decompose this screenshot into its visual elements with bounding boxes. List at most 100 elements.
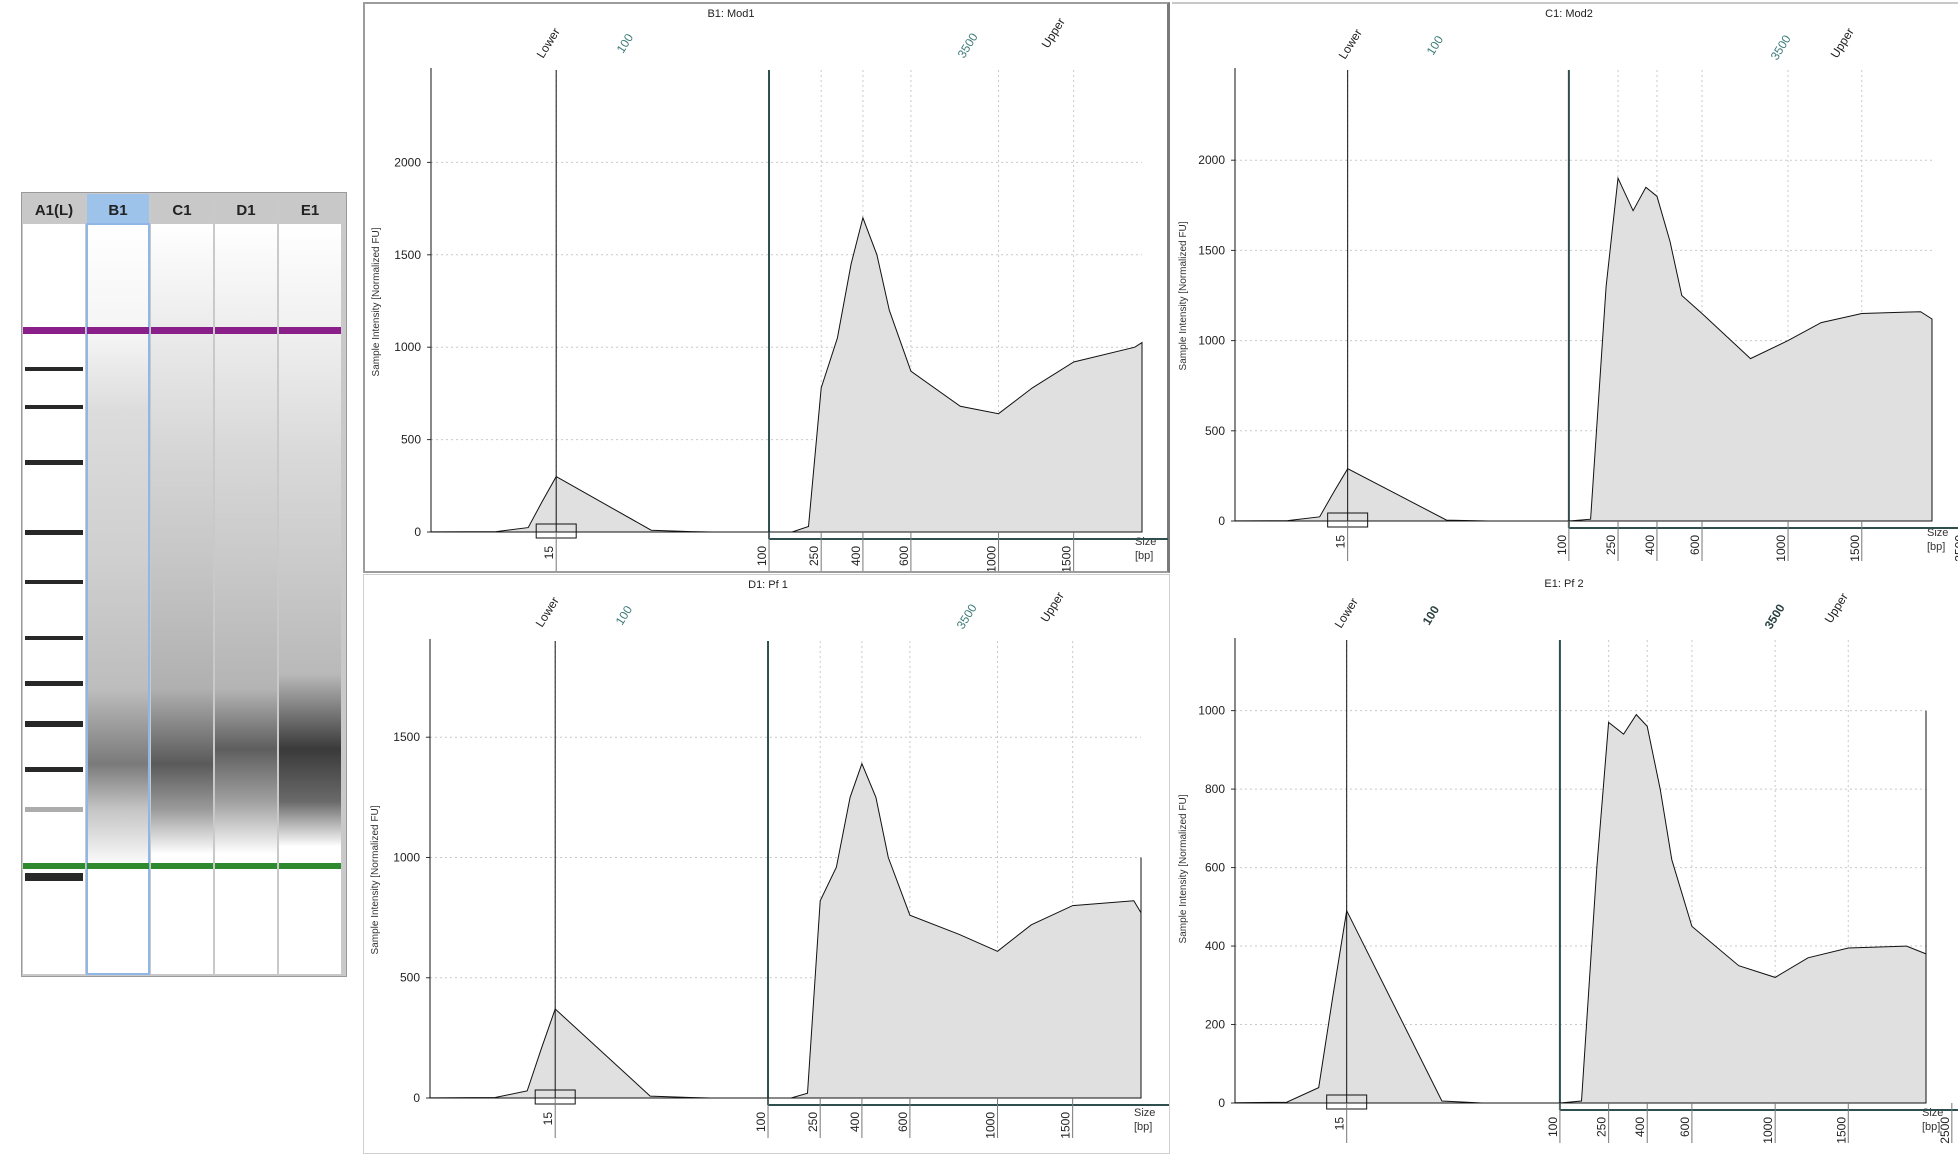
lower-marker-label: Lower bbox=[1336, 26, 1365, 61]
lane-label: E1 bbox=[301, 202, 319, 219]
upper-marker-band bbox=[23, 327, 85, 334]
ladder-band bbox=[25, 580, 83, 584]
upper-marker-label: Upper bbox=[1828, 25, 1857, 60]
y-tick-label: 500 bbox=[1205, 424, 1225, 438]
upper-marker-label: Upper bbox=[1822, 590, 1851, 625]
x-tick-label: 2500 bbox=[1167, 1112, 1169, 1139]
upper-marker-band bbox=[151, 327, 213, 334]
lane-header bbox=[87, 194, 149, 223]
y-tick-label: 0 bbox=[413, 1091, 420, 1105]
x-axis-label: Size bbox=[1135, 536, 1156, 548]
x-tick-label: 1500 bbox=[1060, 546, 1074, 571]
region-start-label: 100 bbox=[613, 603, 636, 628]
region-end-label: 3500 bbox=[954, 601, 980, 631]
y-tick-label: 0 bbox=[1218, 514, 1225, 528]
x-tick-label: 1500 bbox=[1834, 1117, 1848, 1144]
y-axis-label: Sample Intensity [Normalized FU] bbox=[1178, 794, 1189, 943]
gel-lanes: A1(L) B1 C1 D1 E1 bbox=[23, 194, 341, 975]
y-tick-label: 1000 bbox=[1198, 334, 1225, 348]
y-tick-label: 200 bbox=[1205, 1018, 1225, 1032]
chart-title: E1: Pf 2 bbox=[1544, 578, 1583, 590]
lane-header bbox=[151, 194, 213, 223]
upper-marker-label: Upper bbox=[1038, 589, 1067, 624]
ladder-band bbox=[25, 367, 83, 371]
y-tick-label: 1000 bbox=[1198, 704, 1225, 718]
lower-marker-band bbox=[215, 863, 277, 869]
y-tick-label: 1000 bbox=[393, 850, 420, 864]
intensity-area bbox=[429, 762, 1142, 1099]
y-tick-label: 1500 bbox=[394, 248, 421, 262]
intensity-area bbox=[1234, 176, 1933, 522]
y-tick-label: 400 bbox=[1205, 939, 1225, 953]
y-tick-label: 1000 bbox=[394, 340, 421, 354]
lane-label: B1 bbox=[108, 202, 127, 219]
lane-body bbox=[279, 224, 341, 974]
lane-body bbox=[23, 224, 85, 974]
x-tick-label: 600 bbox=[897, 546, 911, 566]
x-tick-label: 100 bbox=[755, 546, 769, 566]
y-axis-label: Sample Intensity [Normalized FU] bbox=[371, 227, 382, 376]
ladder-band bbox=[25, 681, 83, 686]
x-tick-label: 1000 bbox=[985, 546, 999, 571]
x-tick-label: 15 bbox=[542, 546, 556, 560]
electropherogram-b1[interactable]: B1: Mod1 Sample Intensity [Normalized FU… bbox=[363, 2, 1170, 573]
chart-title: B1: Mod1 bbox=[707, 8, 754, 20]
x-tick-label: 250 bbox=[807, 546, 821, 566]
y-tick-label: 500 bbox=[400, 971, 420, 985]
y-axis-label: Sample Intensity [Normalized FU] bbox=[370, 805, 381, 954]
x-tick-label: 600 bbox=[1688, 535, 1702, 555]
lower-marker-label: Lower bbox=[534, 25, 563, 60]
lane-label: D1 bbox=[236, 202, 255, 219]
chart-title: C1: Mod2 bbox=[1545, 8, 1593, 20]
y-tick-label: 2000 bbox=[1198, 153, 1225, 167]
chart-svg: E1: Pf 2 Sample Intensity [Normalized FU… bbox=[1178, 578, 1958, 1144]
lane-header bbox=[215, 194, 277, 223]
electropherogram-e1[interactable]: E1: Pf 2 Sample Intensity [Normalized FU… bbox=[1172, 574, 1958, 1154]
x-tick-label: 1000 bbox=[984, 1112, 998, 1139]
gel-image: A1(L) B1 C1 D1 E1 bbox=[21, 192, 347, 977]
lane-label: C1 bbox=[172, 202, 191, 219]
x-tick-label: 1000 bbox=[1774, 535, 1788, 562]
ladder-band bbox=[25, 807, 83, 812]
chart-svg: D1: Pf 1 Sample Intensity [Normalized FU… bbox=[370, 579, 1169, 1139]
x-tick-label: 400 bbox=[849, 546, 863, 566]
x-axis-unit: [bp] bbox=[1927, 541, 1945, 553]
region-start-label: 100 bbox=[614, 31, 637, 56]
intensity-area bbox=[1234, 710, 1927, 1104]
upper-marker-band bbox=[87, 327, 149, 334]
upper-marker-band bbox=[279, 327, 341, 334]
ladder-band bbox=[25, 636, 83, 640]
x-axis-unit: [bp] bbox=[1135, 550, 1153, 562]
x-axis-unit: [bp] bbox=[1134, 1121, 1152, 1133]
region-start-label: 100 bbox=[1420, 603, 1443, 628]
ladder-band bbox=[25, 873, 83, 881]
lower-marker-band bbox=[23, 863, 85, 869]
upper-marker-label: Upper bbox=[1039, 15, 1068, 50]
y-tick-label: 1500 bbox=[393, 730, 420, 744]
x-axis-label: Size bbox=[1927, 527, 1948, 539]
chart-title: D1: Pf 1 bbox=[748, 579, 788, 591]
x-tick-label: 250 bbox=[1604, 535, 1618, 555]
lane-body bbox=[86, 223, 150, 975]
y-tick-label: 0 bbox=[1218, 1096, 1225, 1110]
x-tick-label: 100 bbox=[1555, 535, 1569, 555]
x-axis-label: Size bbox=[1134, 1107, 1155, 1119]
lower-marker-band bbox=[87, 863, 149, 869]
region-end-label: 3500 bbox=[955, 30, 981, 60]
y-tick-label: 600 bbox=[1205, 861, 1225, 875]
lower-marker-band bbox=[279, 863, 341, 869]
x-tick-label: 15 bbox=[1334, 535, 1348, 549]
intensity-area bbox=[430, 216, 1143, 533]
electropherogram-c1[interactable]: C1: Mod2 Sample Intensity [Normalized FU… bbox=[1172, 2, 1958, 573]
electropherogram-d1[interactable]: D1: Pf 1 Sample Intensity [Normalized FU… bbox=[363, 574, 1170, 1154]
lane-header bbox=[279, 194, 341, 223]
x-tick-label: 600 bbox=[1678, 1117, 1692, 1137]
ladder-band bbox=[25, 767, 83, 772]
x-tick-label: 1500 bbox=[1848, 535, 1862, 562]
x-tick-label: 1000 bbox=[1761, 1117, 1775, 1144]
chart-svg: C1: Mod2 Sample Intensity [Normalized FU… bbox=[1178, 8, 1958, 562]
lane-body bbox=[151, 224, 213, 974]
x-tick-label: 250 bbox=[1595, 1117, 1609, 1137]
x-tick-label: 2500 bbox=[1938, 1117, 1952, 1144]
y-tick-label: 1500 bbox=[1198, 243, 1225, 257]
